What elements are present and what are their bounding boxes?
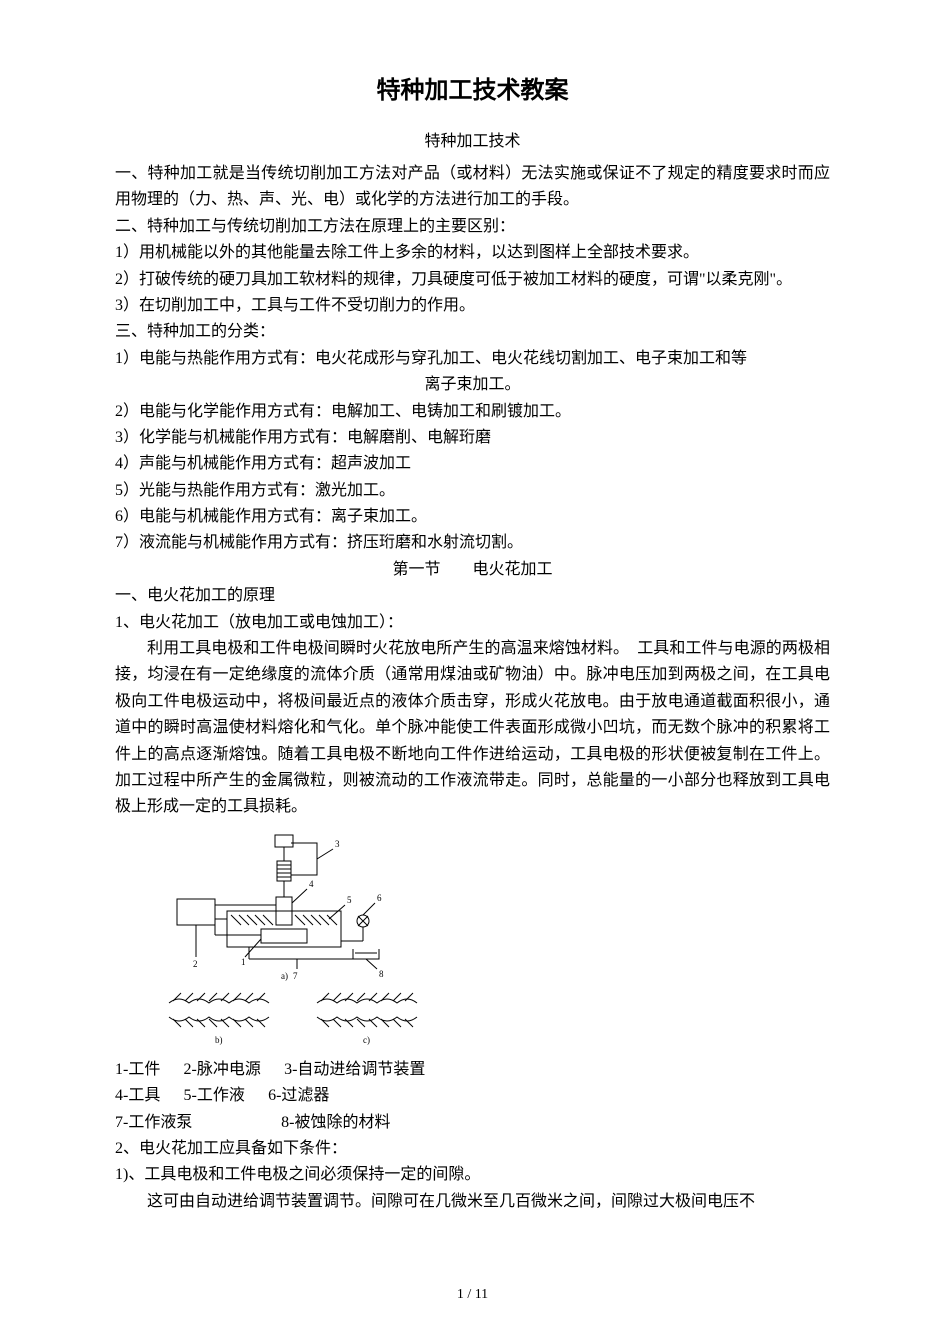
cat-1a: 1）电能与热能作用方式有：电火花成形与穿孔加工、电火花线切割加工、电子束加工和等: [115, 346, 830, 372]
heading-1-1-1: 1、电火花加工（放电加工或电蚀加工）：: [115, 610, 830, 636]
edm-diagram: 1 2 3 4 5 6 7 8 a): [157, 831, 437, 1051]
section-1-left: 第一节: [392, 557, 440, 583]
heading-1-2: 2、电火花加工应具备如下条件：: [115, 1136, 830, 1162]
diff-1: 1）用机械能以外的其他能量去除工件上多余的材料，以达到图样上全部技术要求。: [115, 240, 830, 266]
section-1-title: 第一节 电火花加工: [115, 557, 830, 583]
intro-1: 一、特种加工就是当传统切削加工方法对产品（或材料）无法实施或保证不了规定的精度要…: [115, 161, 830, 214]
page-number: 1 / 11: [0, 1287, 945, 1303]
intro-3: 三、特种加工的分类：: [115, 319, 830, 345]
diff-2: 2）打破传统的硬刀具加工软材料的规律，刀具硬度可低于被加工材料的硬度，可谓"以柔…: [115, 267, 830, 293]
intro-2: 二、特种加工与传统切削加工方法在原理上的主要区别：: [115, 214, 830, 240]
legend-8: 8-被蚀除的材料: [281, 1110, 390, 1136]
diagram-label-5: 5: [347, 895, 352, 905]
legend-row-1: 1-工件 2-脉冲电源 3-自动进给调节装置: [115, 1057, 830, 1083]
heading-1-1: 一、电火花加工的原理: [115, 583, 830, 609]
cat-1b: 离子束加工。: [115, 372, 830, 398]
cat-2: 2）电能与化学能作用方式有：电解加工、电铸加工和刷镀加工。: [115, 399, 830, 425]
cat-6: 6）电能与机械能作用方式有：离子束加工。: [115, 504, 830, 530]
page-title: 特种加工技术教案: [115, 70, 830, 105]
diff-3: 3）在切削加工中，工具与工件不受切削力的作用。: [115, 293, 830, 319]
diagram-label-4: 4: [309, 879, 314, 889]
cat-7: 7）液流能与机械能作用方式有：挤压珩磨和水射流切割。: [115, 530, 830, 556]
legend-4: 4-工具: [115, 1083, 160, 1109]
legend-2: 2-脉冲电源: [184, 1057, 261, 1083]
diagram-label-b: b): [215, 1035, 223, 1045]
diagram-label-3: 3: [335, 839, 340, 849]
legend-row-2: 4-工具 5-工作液 6-过滤器: [115, 1083, 830, 1109]
legend-7: 7-工作液泵: [115, 1110, 192, 1136]
diagram-label-1: 1: [241, 957, 246, 967]
cat-5: 5）光能与热能作用方式有：激光加工。: [115, 478, 830, 504]
body-1: 利用工具电极和工件电极间瞬时火花放电所产生的高温来熔蚀材料。 工具和工件与电源的…: [115, 636, 830, 821]
cond-1b: 这可由自动进给调节装置调节。间隙可在几微米至几百微米之间，间隙过大极间电压不: [115, 1189, 830, 1215]
legend-1: 1-工件: [115, 1057, 160, 1083]
diagram-label-6: 6: [377, 893, 382, 903]
cat-3: 3）化学能与机械能作用方式有：电解磨削、电解珩磨: [115, 425, 830, 451]
legend-3: 3-自动进给调节装置: [284, 1057, 425, 1083]
cond-1: 1)、工具电极和工件电极之间必须保持一定的间隙。: [115, 1162, 830, 1188]
legend-row-3: 7-工作液泵 8-被蚀除的材料: [115, 1110, 830, 1136]
diagram-label-c: c): [363, 1035, 370, 1045]
diagram-label-a: a): [281, 971, 288, 981]
cat-4: 4）声能与机械能作用方式有：超声波加工: [115, 451, 830, 477]
legend-6: 6-过滤器: [268, 1083, 329, 1109]
section-1-right: 电火花加工: [473, 561, 553, 578]
diagram-label-2: 2: [193, 959, 198, 969]
legend-5: 5-工作液: [184, 1083, 245, 1109]
page-subtitle: 特种加工技术: [115, 127, 830, 151]
diagram-label-7: 7: [293, 971, 298, 981]
diagram-label-8: 8: [379, 969, 384, 979]
